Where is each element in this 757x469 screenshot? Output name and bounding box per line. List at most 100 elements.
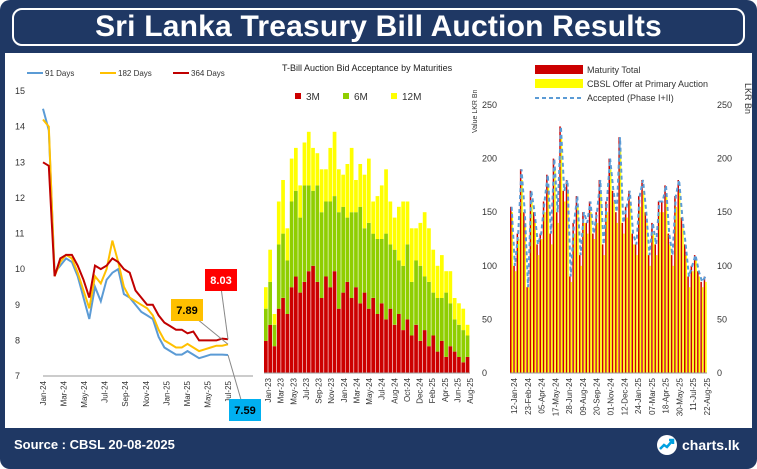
x-tick-label: 01-Nov-24 — [607, 377, 616, 415]
bar-segment — [367, 308, 371, 373]
bar-maturity — [700, 281, 702, 373]
bar-offer — [669, 244, 671, 373]
bar-offer — [633, 244, 635, 373]
bar-segment — [311, 190, 315, 266]
x-tick-label: 05-Apr-24 — [538, 377, 547, 413]
bar-offer — [606, 212, 609, 373]
bar-offer — [564, 201, 566, 373]
y-tick-label: 50 — [717, 314, 727, 324]
y-tick-label: 0 — [717, 368, 722, 378]
bar-maturity — [684, 244, 686, 373]
bar-segment — [397, 206, 401, 261]
y-tick-label: 9 — [15, 300, 20, 310]
x-tick-label: Jan-24 — [340, 377, 349, 402]
series-line-182-days — [42, 118, 229, 353]
bar-offer — [626, 217, 628, 373]
bar-maturity — [647, 255, 650, 373]
source-note: Source : CBSL 20-08-2025 — [14, 437, 175, 452]
bar-offer — [600, 190, 602, 373]
bar-maturity — [556, 212, 558, 373]
bar-segment — [405, 244, 410, 320]
bar-segment — [371, 298, 375, 373]
bar-segment — [319, 298, 324, 373]
bar-offer — [511, 212, 513, 373]
bar-segment — [388, 201, 393, 245]
bar-maturity — [539, 233, 541, 373]
bar-segment — [324, 201, 328, 277]
bar-maturity — [529, 190, 532, 373]
bar-segment — [332, 196, 337, 272]
bar-maturity — [674, 196, 676, 373]
bar-segment — [281, 233, 285, 298]
bar-offer — [570, 281, 573, 373]
bar-maturity — [559, 126, 561, 374]
bar-segment — [448, 303, 453, 347]
bar-segment — [409, 281, 414, 336]
bar-segment — [418, 340, 423, 373]
bar-segment — [392, 324, 397, 373]
y-tick-label: 250 — [717, 100, 732, 110]
bar-segment — [444, 292, 448, 357]
bar-offer — [705, 281, 707, 373]
bar-maturity — [624, 206, 627, 373]
bar-offer — [639, 206, 641, 373]
bar-segment — [461, 362, 466, 373]
bar-segment — [337, 212, 341, 309]
bar-segment — [384, 233, 388, 320]
bar-segment — [272, 346, 277, 373]
bar-segment — [276, 201, 281, 245]
bar-segment — [332, 131, 337, 197]
bar-segment — [272, 314, 277, 325]
bar-segment — [465, 335, 470, 357]
brand-logo: charts.lk — [656, 434, 740, 456]
bar-offer — [688, 287, 691, 373]
bar-segment — [332, 271, 337, 373]
bar-offer — [698, 276, 701, 373]
bar-segment — [448, 346, 453, 373]
bar-segment — [401, 330, 405, 373]
bar-segment — [379, 185, 384, 239]
y-tick-label: 14 — [15, 122, 25, 132]
bar-offer — [534, 222, 536, 373]
x-tick-label: Oct-24 — [403, 377, 412, 402]
x-tick-label: Jul-25 — [224, 380, 233, 402]
bar-maturity — [615, 212, 617, 373]
bar-segment — [276, 244, 281, 309]
bar-segment — [289, 158, 294, 202]
bar-segment — [281, 180, 285, 234]
bar-maturity — [608, 158, 610, 373]
bar-offer — [554, 169, 556, 373]
bar-maturity — [572, 222, 574, 373]
bar-segment — [384, 169, 388, 234]
x-tick-label: Jul-24 — [101, 380, 110, 402]
legend-label: 91 Days — [45, 69, 74, 78]
bar-segment — [379, 303, 384, 373]
bar-segment — [306, 131, 311, 186]
bar-segment — [294, 190, 298, 277]
bar-segment — [298, 217, 302, 293]
title-bar: Sri Lanka Treasury Bill Auction Results — [12, 8, 745, 46]
bar-segment — [427, 346, 431, 373]
bar-segment — [409, 335, 414, 373]
bar-segment — [440, 340, 444, 373]
bar-segment — [337, 169, 341, 213]
bar-maturity — [526, 287, 528, 373]
callout-box — [205, 269, 237, 291]
x-tick-label: 22-Aug-25 — [703, 377, 712, 415]
bar-maturity — [582, 212, 584, 373]
bar-offer — [636, 255, 638, 373]
bar-segment — [461, 308, 466, 331]
bar-maturity — [667, 233, 670, 373]
bar-offer — [521, 180, 523, 373]
legend-swatch — [391, 93, 397, 99]
bar-offer — [652, 233, 655, 373]
bar-segment — [345, 281, 350, 373]
bar-segment — [375, 314, 380, 373]
bar-segment — [345, 217, 350, 282]
bar-segment — [435, 298, 440, 352]
bar-segment — [328, 147, 333, 202]
bar-segment — [362, 228, 367, 293]
bar-offer — [616, 222, 618, 373]
x-tick-label: Mar-24 — [60, 380, 69, 406]
bar-maturity — [542, 201, 545, 373]
